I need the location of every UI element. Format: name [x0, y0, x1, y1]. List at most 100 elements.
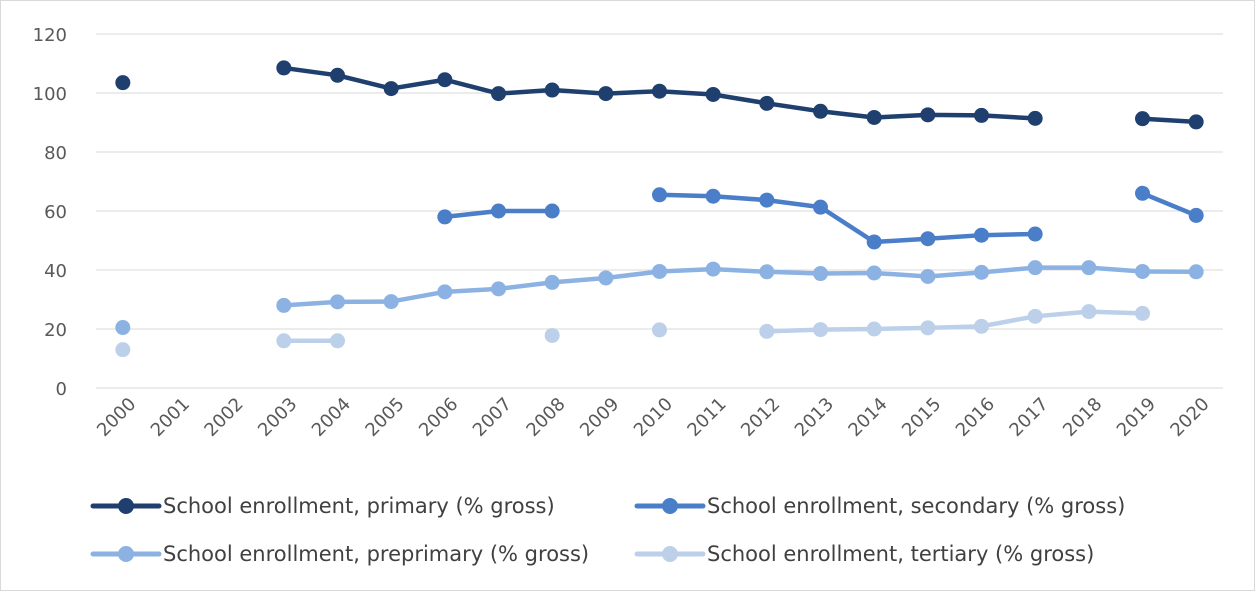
data-point	[813, 103, 828, 119]
x-tick-label: 2010	[630, 394, 677, 441]
x-tick-label: 2001	[147, 394, 194, 441]
x-axis-ticks: 2000 2001 2002 2003 2004 2005 2006 2007 2008 2009…	[93, 394, 1214, 441]
data-point	[491, 203, 506, 219]
y-tick-label: 80	[44, 143, 67, 164]
x-tick-label: 2020	[1166, 394, 1213, 441]
x-tick-label: 2016	[952, 394, 999, 441]
legend-label: School enrollment, primary (% gross)	[163, 494, 555, 518]
data-point	[491, 281, 506, 297]
data-point	[866, 109, 882, 125]
data-point	[920, 107, 936, 123]
data-point	[1135, 305, 1150, 321]
series-lines	[115, 60, 1204, 358]
x-tick-label: 2002	[200, 394, 247, 441]
data-point	[115, 75, 131, 91]
legend-item: School enrollment, tertiary (% gross)	[634, 542, 1094, 566]
data-point	[813, 199, 828, 215]
y-tick-label: 60	[44, 202, 67, 223]
x-tick-label: 2000	[93, 394, 140, 441]
data-point	[759, 192, 775, 208]
data-point	[652, 187, 667, 203]
data-point	[866, 234, 882, 250]
y-tick-label: 20	[44, 320, 67, 341]
data-point	[544, 327, 560, 343]
data-point	[920, 231, 936, 247]
data-point	[920, 268, 936, 284]
data-point	[1027, 110, 1043, 126]
data-point	[1081, 260, 1097, 276]
y-tick-label: 120	[33, 25, 67, 46]
data-point	[1188, 207, 1204, 223]
x-tick-label: 2013	[791, 394, 838, 441]
x-tick-label: 2006	[415, 394, 462, 441]
data-point	[705, 188, 721, 204]
legend-swatch-marker	[662, 498, 678, 514]
x-tick-label: 2008	[522, 394, 569, 441]
legend-item: School enrollment, primary (% gross)	[90, 494, 555, 518]
data-point	[598, 86, 614, 102]
data-point	[115, 320, 131, 336]
x-tick-label: 2015	[898, 394, 945, 441]
data-point	[1027, 308, 1043, 324]
data-point	[491, 86, 506, 102]
data-point	[115, 342, 131, 358]
series-line-segment	[1140, 116, 1199, 125]
data-point	[974, 264, 989, 280]
data-point	[330, 294, 345, 310]
x-tick-label: 2019	[1113, 394, 1160, 441]
data-point	[974, 318, 989, 334]
data-point	[813, 322, 828, 338]
y-tick-label: 40	[44, 261, 67, 282]
legend-item: School enrollment, preprimary (% gross)	[90, 542, 589, 566]
data-point	[544, 274, 560, 290]
x-tick-label: 2012	[737, 394, 784, 441]
legend-item: School enrollment, secondary (% gross)	[634, 494, 1125, 518]
data-point	[705, 86, 721, 102]
legend-label: School enrollment, preprimary (% gross)	[163, 542, 589, 566]
data-point	[383, 81, 399, 97]
data-point	[705, 261, 721, 277]
legend-swatch-marker	[118, 546, 134, 562]
data-point	[437, 284, 453, 300]
data-point	[759, 323, 775, 339]
data-point	[974, 107, 989, 123]
data-point	[1135, 263, 1150, 279]
data-point	[276, 297, 292, 313]
data-point	[330, 333, 345, 349]
data-point	[1081, 304, 1097, 320]
data-point	[598, 270, 614, 286]
series-0	[115, 60, 1204, 130]
data-point	[544, 203, 560, 219]
legend-swatch-marker	[118, 498, 134, 514]
data-point	[330, 67, 345, 83]
x-tick-label: 2017	[1005, 394, 1052, 441]
series-3	[115, 304, 1150, 358]
data-point	[1135, 185, 1150, 201]
legend-label: School enrollment, tertiary (% gross)	[707, 542, 1094, 566]
x-tick-label: 2007	[469, 394, 516, 441]
y-tick-label: 100	[33, 84, 67, 105]
data-point	[974, 227, 989, 243]
y-axis-ticks: 0 20 40 60 80 100 120	[33, 25, 67, 400]
data-point	[1188, 114, 1204, 130]
data-point	[383, 294, 399, 310]
legend-swatch-marker	[662, 546, 678, 562]
data-point	[1027, 226, 1043, 242]
legend: School enrollment, primary (% gross) Scho…	[90, 494, 1125, 566]
series-line-segment	[764, 309, 1145, 334]
data-point	[1027, 260, 1043, 276]
data-point	[866, 265, 882, 281]
legend-label: School enrollment, secondary (% gross)	[707, 494, 1125, 518]
series-line-segment	[281, 265, 1199, 308]
x-tick-label: 2018	[1059, 394, 1106, 441]
data-point	[437, 72, 453, 88]
data-point	[920, 320, 936, 336]
data-point	[652, 83, 667, 99]
data-point	[437, 209, 453, 225]
data-point	[652, 263, 667, 279]
x-tick-label: 2009	[576, 394, 623, 441]
x-tick-label: 2003	[254, 394, 301, 441]
x-tick-label: 2014	[844, 394, 891, 441]
